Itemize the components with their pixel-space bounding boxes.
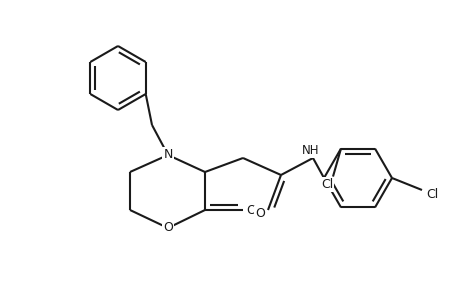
- Text: O: O: [246, 203, 255, 217]
- Text: Cl: Cl: [320, 178, 332, 191]
- Text: O: O: [254, 208, 264, 220]
- Text: Cl: Cl: [425, 188, 437, 200]
- Text: NH: NH: [302, 143, 319, 157]
- Text: N: N: [163, 148, 172, 161]
- Text: O: O: [162, 221, 173, 235]
